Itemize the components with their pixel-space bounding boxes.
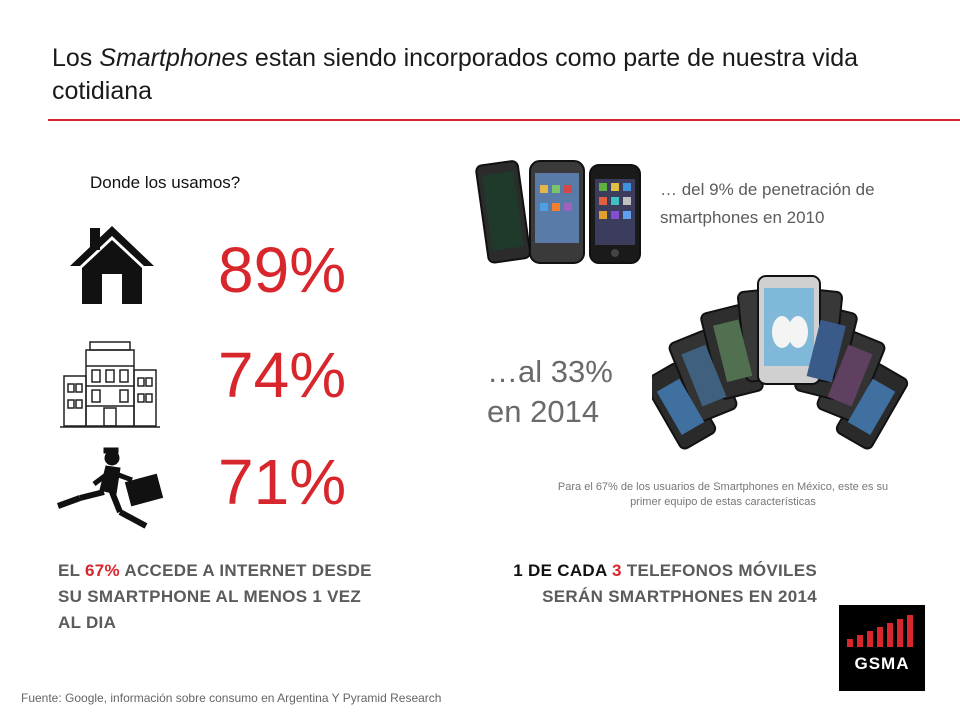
title-text-2: estan siendo incorporados como parte de … (52, 44, 859, 105)
building-icon (60, 341, 160, 428)
forecast-text-2: TELEFONOS MÓVILES SERÁN SMARTPHONES EN 2… (542, 561, 817, 606)
statement-text-1: EL (58, 561, 86, 580)
penetration-2014-text: …al 33% en 2014 (487, 354, 613, 429)
title-text-italic: Smartphones (99, 44, 248, 72)
forecast-highlight: 3 (611, 561, 622, 580)
source-footnote: Fuente: Google, información sobre consum… (21, 691, 442, 705)
stat-on-the-go: 71% (218, 446, 347, 518)
smartphone-forecast-statement: 1 DE CADA 3 TELEFONOS MÓVILES SERÁN SMAR… (497, 558, 817, 610)
first-device-note: Para el 67% de los usuarios de Smartphon… (557, 481, 889, 508)
running-businessman-icon (56, 447, 164, 529)
title-text-1: Los (52, 44, 100, 72)
house-icon (70, 226, 154, 304)
gsma-logo: GSMA (839, 605, 925, 691)
stat-office: 74% (218, 339, 347, 411)
stat-home: 89% (218, 234, 347, 306)
statement-highlight: 67% (85, 561, 120, 580)
slide-title: Los Smartphones estan siendo incorporado… (52, 42, 872, 108)
svg-text:GSMA: GSMA (855, 654, 910, 673)
title-divider (48, 119, 960, 121)
usage-question: Donde los usamos? (90, 173, 241, 192)
internet-access-statement: EL 67% ACCEDE A INTERNET DESDE SU SMARTP… (58, 558, 388, 636)
penetration-2010-text: … del 9% de penetración de smartphones e… (660, 180, 875, 227)
statement-text-2: ACCEDE A INTERNET DESDE SU SMARTPHONE AL… (58, 561, 372, 632)
smartphones-2014-image (652, 275, 909, 450)
smartphones-2010-image (475, 160, 641, 264)
forecast-text-1: 1 DE CADA (513, 561, 612, 580)
